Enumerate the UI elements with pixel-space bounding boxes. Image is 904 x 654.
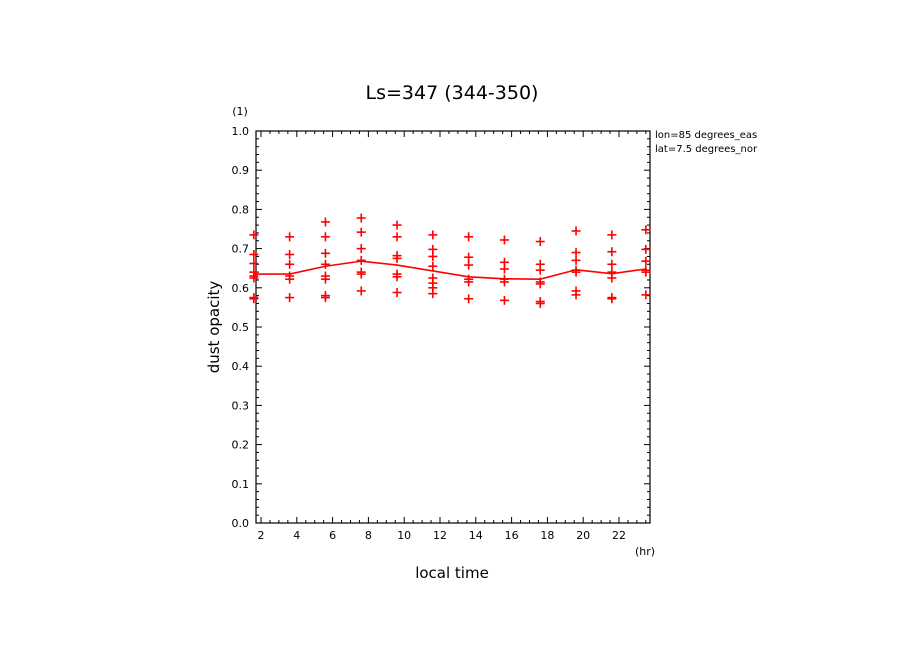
x-axis-label: local time (415, 564, 489, 582)
data-point (499, 235, 509, 245)
data-point (285, 293, 295, 303)
data-point (392, 220, 402, 230)
data-point (285, 259, 295, 269)
data-point (356, 244, 366, 254)
x-tick-label: 12 (433, 529, 447, 542)
data-point (320, 232, 330, 242)
data-point (641, 256, 651, 266)
x-tick-label: 14 (469, 529, 483, 542)
data-point (641, 225, 651, 235)
data-point (320, 293, 330, 303)
data-point (428, 289, 438, 299)
y-tick-label: 0.1 (232, 478, 250, 491)
data-point (607, 247, 617, 257)
plot-frame (255, 130, 651, 524)
data-point (320, 274, 330, 284)
y-axis: 0.0 0.1 0.2 0.3 0.4 0.5 0.6 0.7 0.8 0.9 1.0 (232, 125, 650, 530)
data-point (285, 249, 295, 259)
data-point (249, 294, 259, 304)
y-tick-label: 0.5 (232, 321, 250, 334)
data-point (320, 248, 330, 258)
data-point (249, 230, 259, 240)
data-point (535, 298, 545, 308)
data-point (428, 261, 438, 271)
y-tick-label: 1.0 (232, 125, 250, 138)
data-point (249, 273, 259, 283)
data-point (535, 279, 545, 289)
data-point (571, 255, 581, 265)
x-axis: 2 4 6 8 10 12 14 16 18 20 22 (258, 131, 647, 542)
x-tick-label: 2 (258, 529, 265, 542)
data-point (392, 272, 402, 282)
data-point (356, 269, 366, 279)
data-point (285, 232, 295, 242)
data-point (571, 290, 581, 300)
y-tick-label: 0.8 (232, 203, 250, 216)
data-point (571, 226, 581, 236)
data-point (356, 255, 366, 265)
data-point (392, 288, 402, 298)
data-point (356, 213, 366, 223)
data-point (499, 295, 509, 305)
x-tick-label: 6 (329, 529, 336, 542)
data-point (285, 274, 295, 284)
data-point (320, 217, 330, 227)
data-point (249, 258, 259, 268)
data-point (607, 273, 617, 283)
data-point (392, 232, 402, 242)
data-point (356, 227, 366, 237)
data-point (607, 230, 617, 240)
data-point (571, 267, 581, 277)
x-unit-label: (hr) (635, 545, 655, 558)
annotation-lon: lon=85 degrees_eas (655, 130, 757, 141)
y-tick-label: 0.4 (232, 360, 250, 373)
x-tick-label: 18 (540, 529, 554, 542)
data-point (356, 286, 366, 296)
y-tick-label: 0.2 (232, 439, 250, 452)
x-tick-label: 4 (293, 529, 300, 542)
y-axis-label: dust opacity (205, 281, 223, 374)
data-point (428, 251, 438, 261)
chart-title: Ls=347 (344-350) (366, 82, 539, 104)
x-tick-label: 20 (576, 529, 590, 542)
data-point (535, 265, 545, 275)
y-tick-label: 0.7 (232, 243, 250, 256)
data-point (641, 290, 651, 300)
data-point (464, 277, 474, 287)
data-point (607, 294, 617, 304)
data-point (464, 260, 474, 270)
x-tick-label: 22 (612, 529, 626, 542)
y-tick-label: 0.6 (232, 282, 250, 295)
data-point (249, 249, 259, 259)
data-point (464, 294, 474, 304)
y-tick-label: 0.0 (232, 517, 250, 530)
data-point (499, 264, 509, 274)
y-tick-label: 0.3 (232, 399, 250, 412)
annotation-lat: lat=7.5 degrees_nor (655, 144, 758, 155)
data-point (464, 252, 474, 262)
data-point (320, 259, 330, 269)
data-point (571, 248, 581, 258)
mean-line (253, 260, 646, 280)
y-unit-label: (1) (232, 105, 248, 118)
data-point (499, 277, 509, 287)
x-tick-label: 16 (505, 529, 519, 542)
data-series (249, 213, 651, 308)
data-point (641, 244, 651, 254)
data-point (392, 253, 402, 263)
data-point (607, 259, 617, 269)
data-point (641, 267, 651, 277)
x-tick-label: 8 (365, 529, 372, 542)
data-point (535, 237, 545, 247)
y-tick-label: 0.9 (232, 164, 250, 177)
x-tick-label: 10 (397, 529, 411, 542)
data-point (428, 230, 438, 240)
data-point (464, 232, 474, 242)
